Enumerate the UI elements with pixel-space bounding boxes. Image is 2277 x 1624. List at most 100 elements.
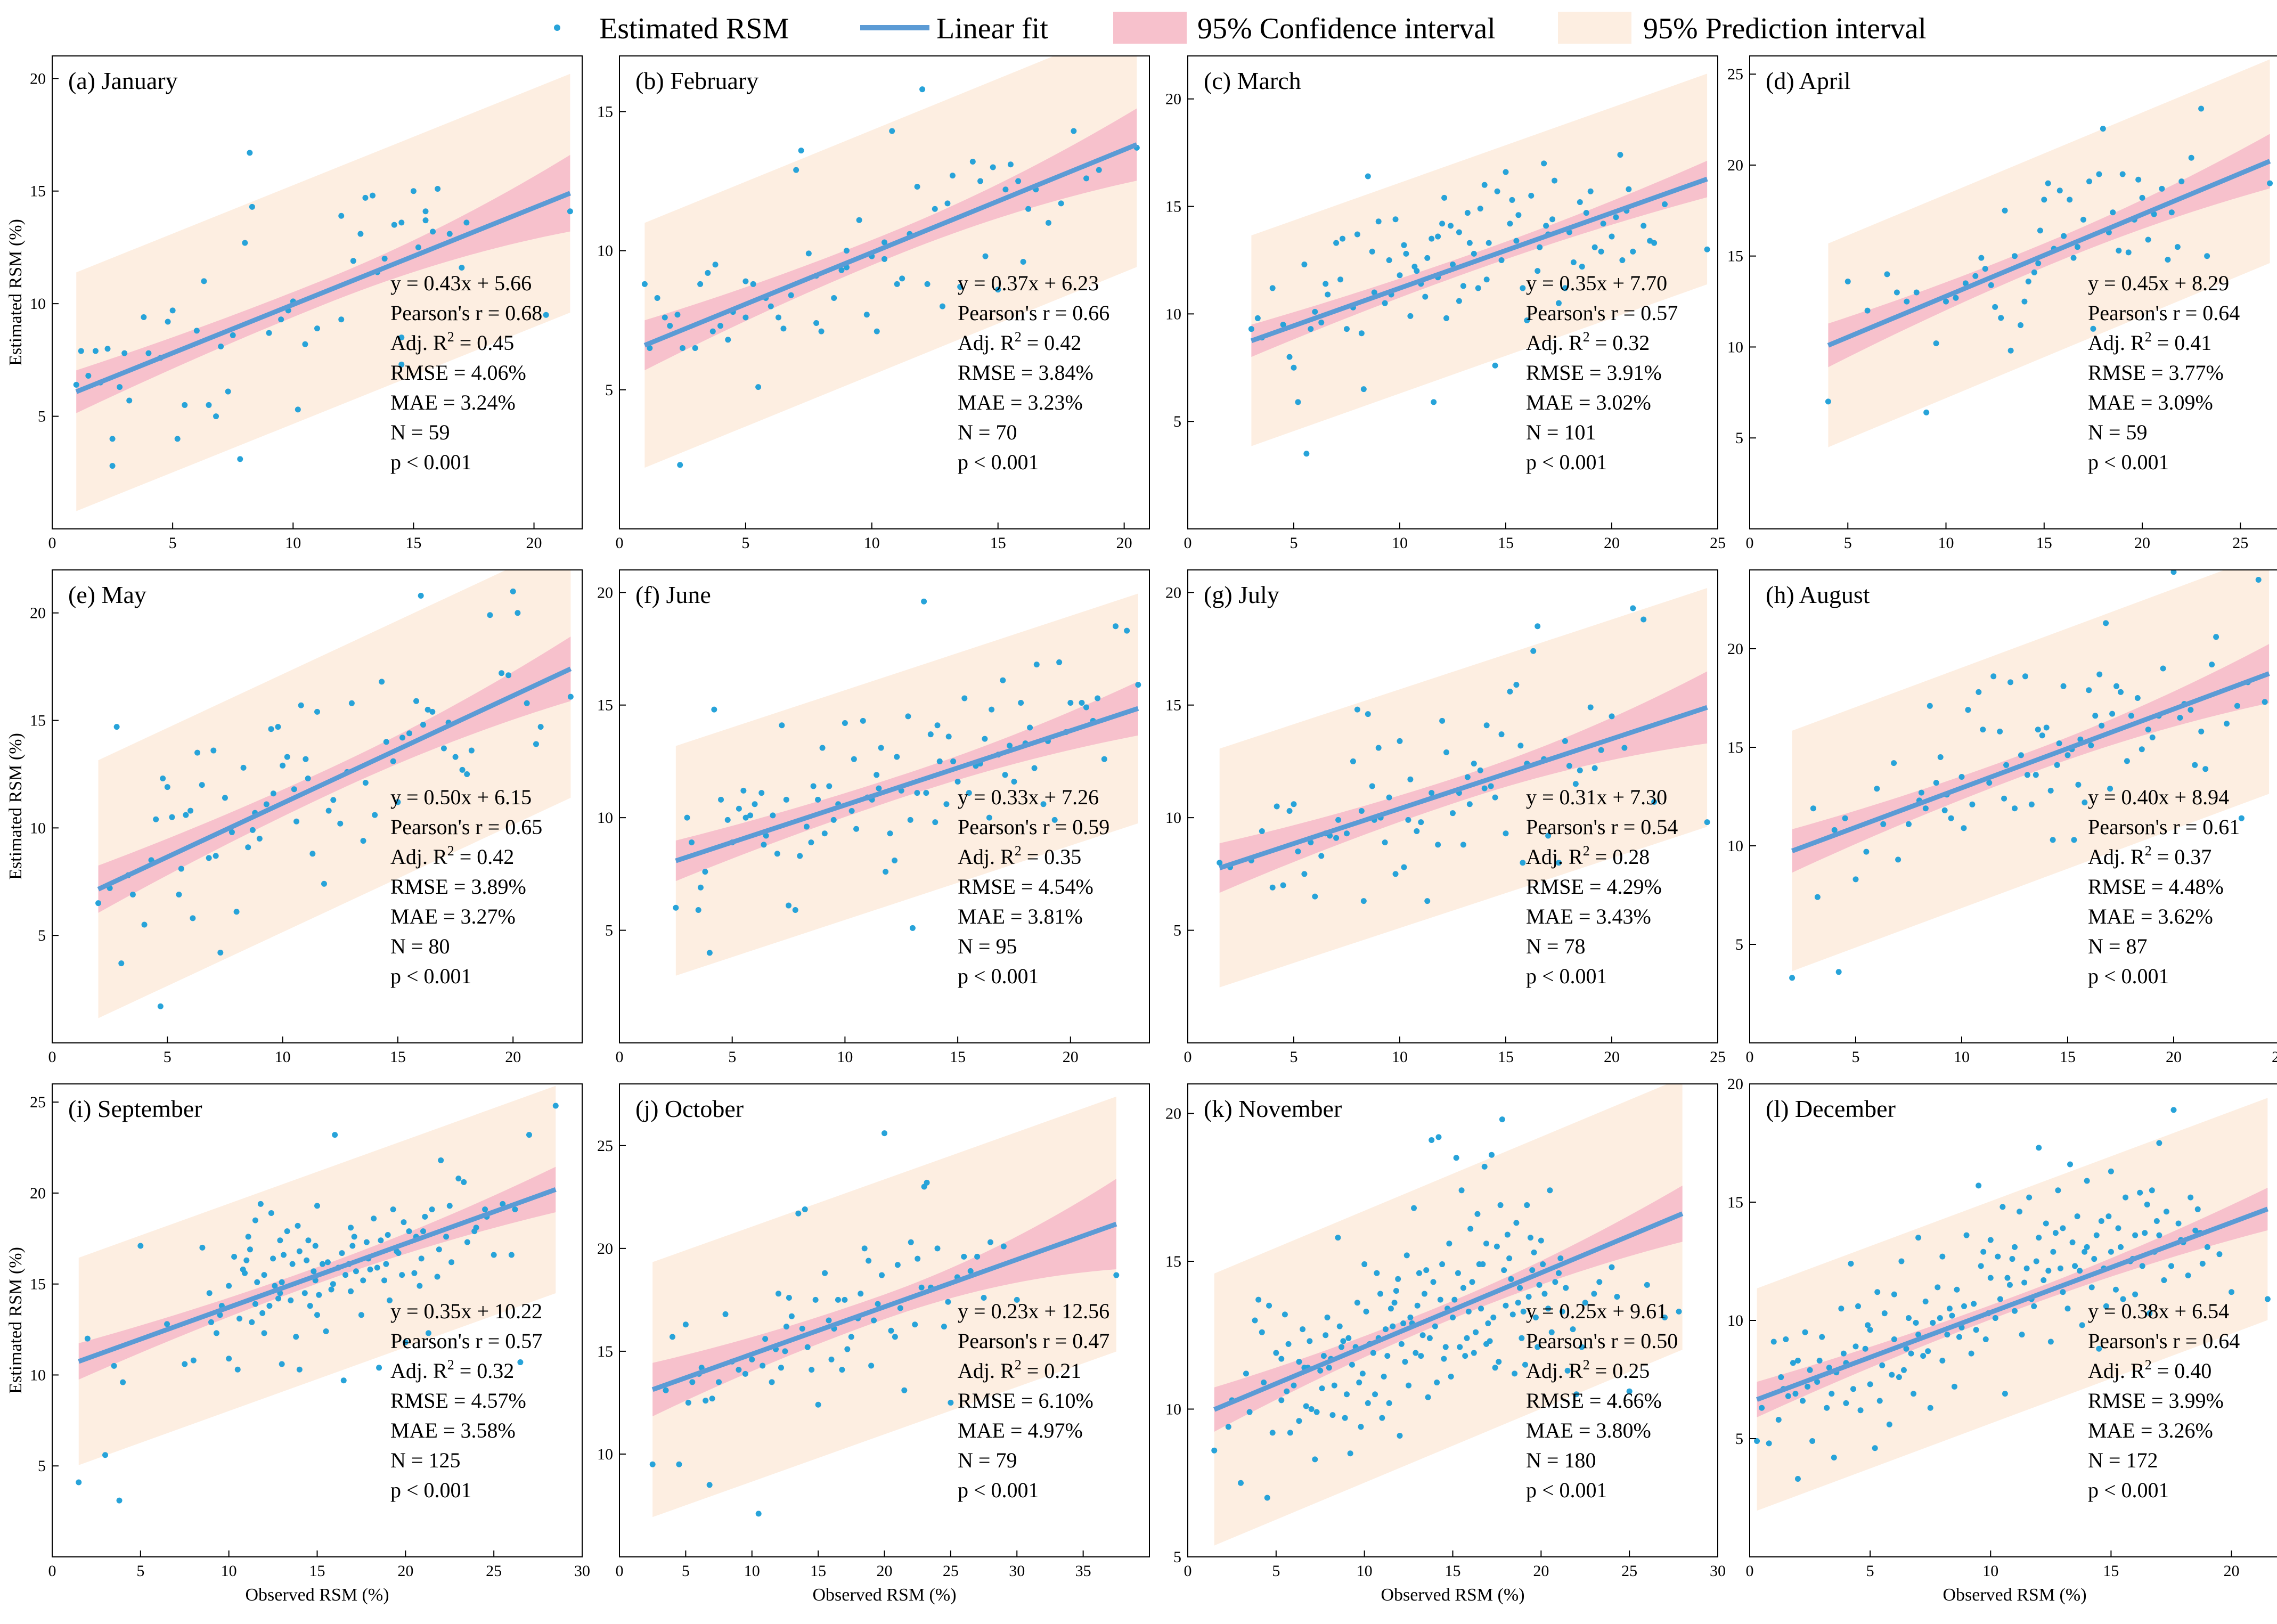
data-point [2194, 1206, 2201, 1212]
data-point [915, 1255, 921, 1262]
data-point [677, 462, 683, 468]
panel-title: (e) May [68, 581, 146, 608]
stat-line: N = 70 [958, 420, 1017, 444]
stat-line: p < 0.001 [2088, 450, 2169, 474]
data-point [2074, 1213, 2080, 1220]
data-point [1556, 860, 1562, 866]
data-point [1112, 623, 1119, 630]
data-point [819, 745, 826, 751]
data-point [381, 1277, 388, 1284]
data-point [1248, 326, 1254, 332]
y-tick-label: 20 [597, 584, 613, 601]
data-point [948, 1399, 954, 1406]
plot-area [1754, 1098, 2271, 1511]
data-point [1626, 186, 1632, 192]
data-point [1360, 898, 1367, 904]
data-point [1450, 810, 1456, 817]
data-point [526, 1132, 532, 1138]
data-point [190, 915, 196, 921]
stat-value: = 0.28 [1590, 845, 1650, 869]
data-point [1342, 1415, 1348, 1421]
data-point [1369, 783, 1375, 789]
data-point [2084, 1178, 2090, 1184]
data-point [2056, 187, 2063, 194]
data-point [278, 316, 284, 323]
data-point [1891, 1291, 1897, 1297]
data-point [1547, 1187, 1553, 1194]
data-point [905, 713, 911, 720]
data-point [383, 1261, 389, 1267]
data-point [1954, 1286, 1960, 1293]
data-point [1880, 821, 1887, 827]
data-point [1946, 1305, 1953, 1312]
data-point [1563, 1285, 1569, 1291]
data-point [1483, 1241, 1490, 1247]
data-point [1303, 451, 1310, 457]
data-point [1467, 1226, 1474, 1232]
confidence-interval-band [652, 1179, 1116, 1417]
data-point [1592, 244, 1598, 250]
data-point [1501, 1267, 1507, 1274]
data-point [2060, 1289, 2066, 1295]
data-point [1587, 704, 1594, 711]
data-point [914, 790, 920, 796]
data-point [851, 756, 857, 762]
data-point [406, 730, 413, 737]
data-point [1405, 817, 1411, 823]
data-point [1475, 285, 1481, 291]
panel-title: (h) August [1766, 581, 1870, 608]
stat-line: Adj. R2 = 0.32 [1526, 329, 1650, 355]
data-point [295, 406, 301, 413]
data-point [1579, 1344, 1585, 1350]
data-point [1395, 1276, 1401, 1282]
y-tick-label: 5 [605, 381, 613, 399]
panel-frame [619, 55, 1150, 529]
data-point [1471, 250, 1477, 257]
data-point [1925, 1348, 1931, 1354]
legend-scatter-marker [554, 25, 560, 31]
data-point [1481, 785, 1488, 791]
y-tick-label: 15 [30, 1276, 46, 1293]
data-point [233, 909, 240, 915]
data-point [774, 851, 780, 857]
data-point [923, 790, 929, 796]
data-point [84, 1335, 91, 1342]
data-point [1020, 259, 1026, 265]
data-point [1997, 728, 2003, 735]
data-point [2006, 1282, 2013, 1288]
stat-line: N = 78 [1526, 934, 1585, 958]
data-point [415, 244, 421, 250]
data-point [1450, 1314, 1456, 1320]
data-point [1345, 1335, 1352, 1341]
data-point [164, 1321, 170, 1327]
data-point [399, 735, 406, 741]
data-point [1517, 742, 1524, 749]
data-point [684, 814, 690, 821]
x-axis-label: Observed RSM (%) [1381, 1585, 1524, 1605]
data-point [252, 1217, 258, 1223]
data-point [1365, 173, 1371, 179]
data-point [1303, 1403, 1309, 1409]
data-point [1379, 1415, 1385, 1421]
data-point [1794, 1357, 1801, 1364]
data-point [1056, 659, 1063, 665]
data-point [2067, 1161, 2074, 1168]
data-point [330, 797, 337, 803]
data-point [1630, 248, 1636, 255]
data-point [1662, 201, 1668, 208]
data-point [2055, 1187, 2061, 1194]
y-tick-label: 20 [597, 1240, 613, 1258]
data-point [430, 228, 436, 235]
legend: Estimated RSM Linear fit 95% Confidence … [554, 12, 1927, 45]
data-point [374, 1264, 380, 1271]
data-point [2149, 735, 2156, 740]
data-point [2009, 1256, 2015, 1262]
data-point [471, 1228, 478, 1235]
data-point [1911, 1391, 1917, 1397]
data-point [1562, 738, 1568, 744]
panel-title: (g) July [1204, 581, 1279, 608]
data-point [763, 833, 769, 839]
data-point [417, 1283, 423, 1289]
data-point [243, 1257, 250, 1263]
data-point [305, 776, 311, 782]
